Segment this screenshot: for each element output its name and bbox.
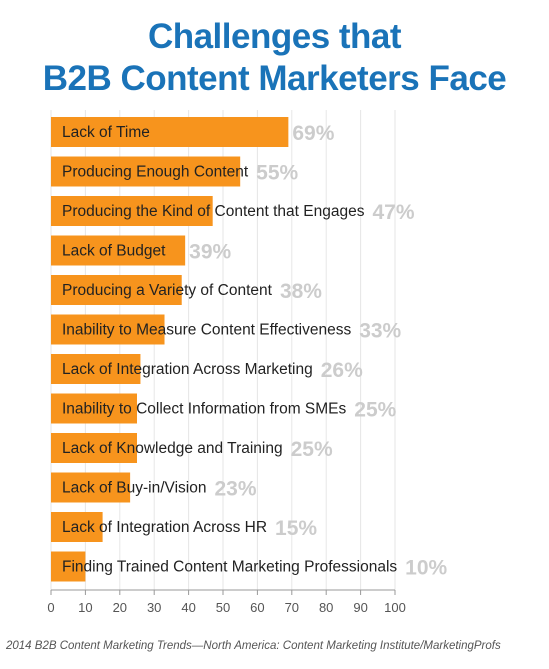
bar (51, 196, 213, 226)
x-tick-label: 80 (319, 600, 333, 615)
chart-title-line-2: B2B Content Marketers Face (42, 59, 507, 98)
bar (51, 156, 241, 187)
x-tick-label: 70 (285, 600, 299, 615)
bar (51, 393, 137, 424)
category-label: Producing Enough Content (62, 164, 249, 181)
value-label: 10% (405, 557, 447, 580)
x-tick-label: 60 (250, 600, 264, 615)
value-label: 69% (292, 122, 334, 145)
category-label: Lack of Buy-in/Vision (62, 480, 206, 497)
category-label: Inability to Collect Information from SM… (62, 401, 347, 418)
x-tick-label: 30 (147, 600, 161, 615)
value-label: 25% (291, 438, 333, 461)
x-tick-label: 40 (181, 600, 195, 615)
category-label: Lack of Integration Across HR (62, 519, 267, 536)
bar (51, 235, 186, 266)
category-label: Finding Trained Content Marketing Profes… (62, 559, 397, 576)
category-label: Producing the Kind of Content that Engag… (62, 203, 365, 220)
category-label: Lack of Budget (62, 243, 166, 260)
category-label: Inability to Measure Content Effectivene… (62, 322, 351, 339)
category-label: Producing a Variety of Content (62, 282, 273, 299)
category-label: Lack of Integration Across Marketing (62, 361, 313, 378)
value-label: 23% (214, 478, 256, 501)
x-tick-label: 20 (113, 600, 127, 615)
source-note: 2014 B2B Content Marketing Trends—North … (6, 640, 501, 652)
chart-title: Challenges that B2B Content Marketers Fa… (0, 16, 549, 100)
bar (51, 314, 165, 345)
value-label: 39% (189, 241, 231, 264)
bar (51, 354, 141, 384)
value-label: 26% (321, 359, 363, 382)
bar (51, 275, 182, 305)
x-tick-label: 0 (47, 600, 54, 615)
bar (51, 472, 131, 503)
bar (51, 512, 103, 542)
x-tick-label: 100 (384, 600, 406, 615)
x-tick-label: 50 (216, 600, 230, 615)
value-label: 47% (372, 201, 414, 224)
category-label: Lack of Time (62, 124, 150, 141)
value-label: 25% (354, 399, 396, 422)
value-label: 15% (275, 517, 317, 540)
bar (51, 433, 137, 463)
category-label: Lack of Knowledge and Training (62, 440, 283, 457)
value-label: 38% (280, 280, 322, 303)
chart-title-line-1: Challenges that (147, 17, 402, 56)
x-tick-label: 90 (353, 600, 367, 615)
value-label: 55% (256, 162, 298, 185)
bar (51, 551, 86, 582)
bar (51, 117, 289, 147)
value-label: 33% (359, 320, 401, 343)
x-tick-label: 10 (78, 600, 92, 615)
